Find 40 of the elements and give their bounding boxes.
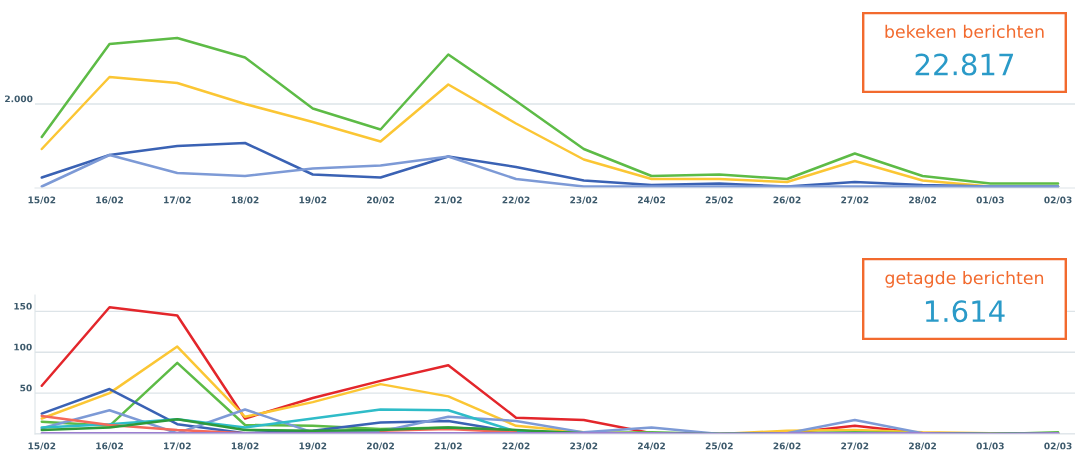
x-tick-label: 25/02	[705, 442, 733, 451]
y-tick-label: 150	[14, 302, 32, 310]
x-tick-label: 18/02	[231, 442, 259, 451]
x-tick-label: 26/02	[773, 442, 801, 451]
y-tick-label: 50	[20, 384, 32, 392]
x-tick-label: 25/02	[705, 196, 733, 205]
x-tick-label: 23/02	[570, 442, 598, 451]
x-tick-label: 20/02	[367, 196, 394, 205]
y-tick-label: 100	[14, 343, 32, 351]
text: getagde berichten	[885, 270, 1044, 288]
text: bekeken berichten	[885, 24, 1044, 39]
x-tick-label: 01/03	[976, 442, 1004, 451]
x-tick-label: 19/02	[299, 442, 327, 451]
x-tick-label: 22/02	[502, 196, 530, 205]
x-tick-label: 16/02	[96, 196, 123, 205]
x-tick-label: 02/03	[1044, 196, 1072, 205]
annotation: 1.614	[925, 300, 1005, 323]
x-tick-label: 20/02	[367, 442, 394, 451]
x-tick-label: 15/02	[28, 196, 56, 205]
x-tick-label: 19/02	[299, 196, 327, 205]
x-tick-label: 15/02	[28, 442, 56, 451]
x-tick-label: 02/03	[1044, 442, 1072, 451]
x-tick-label: 21/02	[434, 196, 462, 205]
x-tick-label: 17/02	[164, 442, 191, 451]
x-tick-label: 28/02	[909, 442, 936, 451]
x-tick-label: 28/02	[909, 196, 936, 205]
text: 2.000	[5, 95, 33, 103]
x-tick-label: 23/02	[570, 196, 598, 205]
x-tick-label: 24/02	[638, 196, 665, 205]
x-tick-label: 21/02	[434, 442, 462, 451]
x-tick-label: 27/02	[841, 442, 869, 451]
annotation: 22.817	[915, 53, 1014, 76]
x-tick-label: 22/02	[502, 442, 530, 451]
x-tick-label: 24/02	[638, 442, 665, 451]
x-tick-label: 17/02	[164, 196, 191, 205]
x-tick-label: 16/02	[96, 442, 123, 451]
x-tick-label: 18/02	[231, 196, 259, 205]
x-tick-label: 26/02	[773, 196, 801, 205]
x-tick-label: 27/02	[841, 196, 869, 205]
x-tick-label: 01/03	[976, 196, 1004, 205]
